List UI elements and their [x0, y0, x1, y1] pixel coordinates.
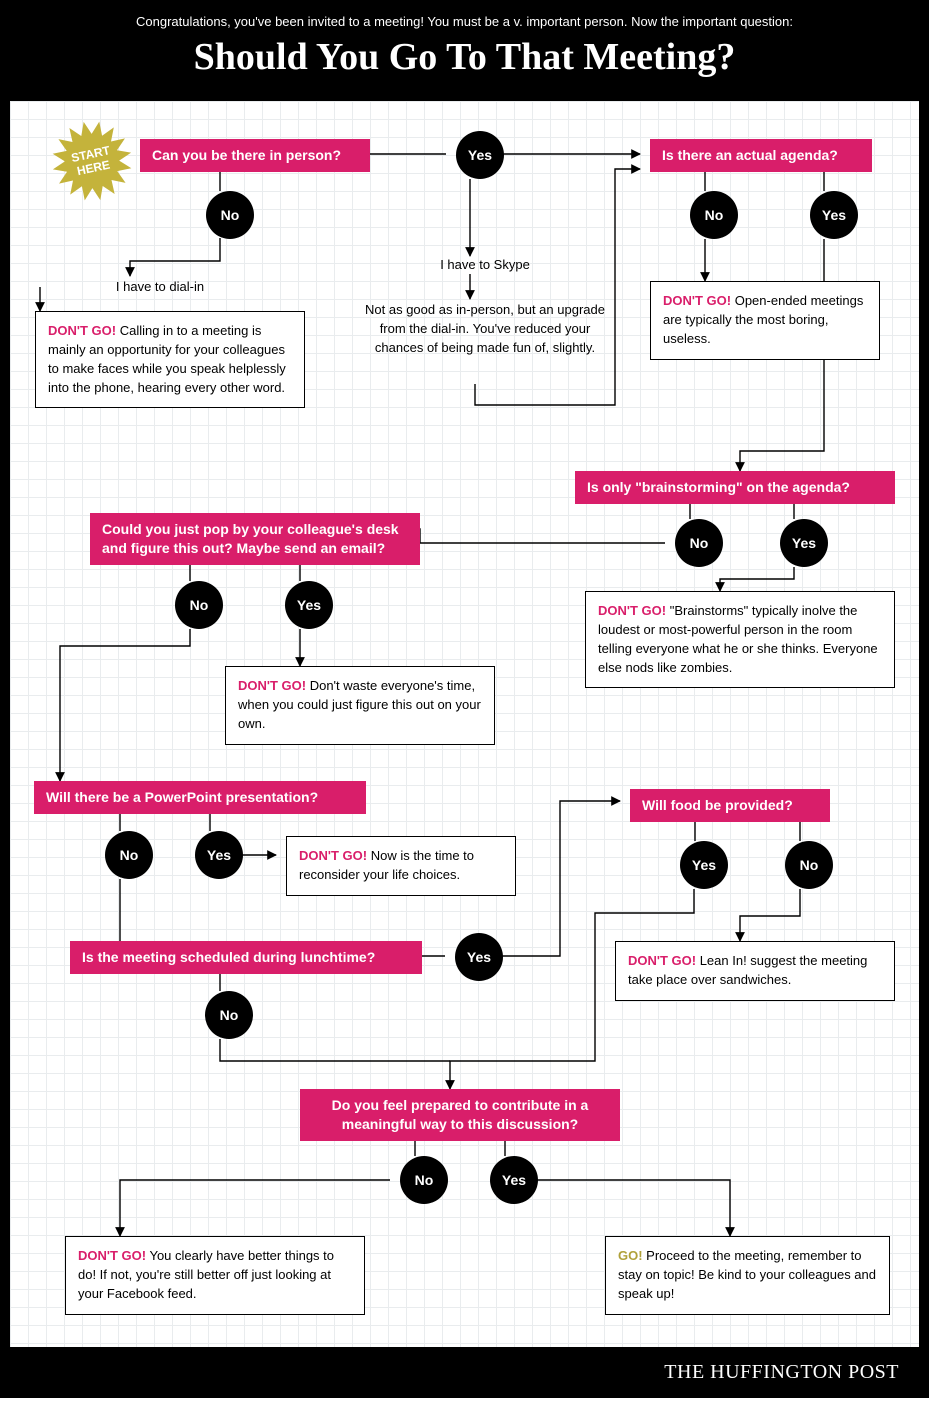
- edge-34: [120, 1180, 390, 1236]
- terminal-lead: GO!: [618, 1248, 643, 1263]
- node-q2no: No: [690, 191, 738, 239]
- edge-3: [130, 238, 220, 276]
- node-q4yes: Yes: [285, 581, 333, 629]
- terminal-lead: DON'T GO!: [628, 953, 696, 968]
- edge-19: [60, 629, 190, 781]
- edge-31: [220, 1039, 450, 1061]
- terminal-lead: DON'T GO!: [663, 293, 731, 308]
- node-q2yes: Yes: [810, 191, 858, 239]
- terminal-lead: DON'T GO!: [78, 1248, 146, 1263]
- terminal-t_no: DON'T GO! You clearly have better things…: [65, 1236, 365, 1315]
- terminal-lead: DON'T GO!: [238, 678, 306, 693]
- node-q6yes: Yes: [680, 841, 728, 889]
- terminal-body: Proceed to the meeting, remember to stay…: [618, 1248, 876, 1301]
- node-q5no: No: [105, 831, 153, 879]
- footer: THE HUFFINGTON POST: [0, 1347, 929, 1398]
- question-q2: Is there an actual agenda?: [650, 139, 872, 172]
- node-q1yes: Yes: [456, 131, 504, 179]
- node-q7yes: Yes: [455, 933, 503, 981]
- terminal-t_go: GO! Proceed to the meeting, remember to …: [605, 1236, 890, 1315]
- plain-skype1: I have to Skype: [405, 256, 565, 275]
- terminal-lead: DON'T GO!: [299, 848, 367, 863]
- question-q7: Is the meeting scheduled during lunchtim…: [70, 941, 422, 974]
- terminal-t_ppt: DON'T GO! Now is the time to reconsider …: [286, 836, 516, 896]
- terminal-t_dialin: DON'T GO! Calling in to a meeting is mai…: [35, 311, 305, 408]
- terminal-lead: DON'T GO!: [598, 603, 666, 618]
- plain-dialin: I have to dial-in: [90, 278, 230, 297]
- node-q3no: No: [675, 519, 723, 567]
- question-q6: Will food be provided?: [630, 789, 830, 822]
- terminal-lead: DON'T GO!: [48, 323, 116, 338]
- terminal-t_email: DON'T GO! Don't waste everyone's time, w…: [225, 666, 495, 745]
- question-q1: Can you be there in person?: [140, 139, 370, 172]
- edge-29: [740, 889, 800, 941]
- header-title: Should You Go To That Meeting?: [20, 35, 909, 79]
- footer-brand: THE HUFFINGTON POST: [664, 1361, 899, 1383]
- edge-7: [475, 169, 640, 405]
- terminal-t_brain: DON'T GO! "Brainstorms" typically inolve…: [585, 591, 895, 688]
- start-badge: STARTHERE: [45, 114, 140, 209]
- node-q1no: No: [206, 191, 254, 239]
- question-q4: Could you just pop by your colleague's d…: [90, 513, 420, 565]
- plain-skype2: Not as good as in-person, but an upgrade…: [365, 301, 605, 358]
- node-q8yes: Yes: [490, 1156, 538, 1204]
- node-q3yes: Yes: [780, 519, 828, 567]
- node-q7no: No: [205, 991, 253, 1039]
- question-q5: Will there be a PowerPoint presentation?: [34, 781, 366, 814]
- node-q5yes: Yes: [195, 831, 243, 879]
- question-q8: Do you feel prepared to contribute in a …: [300, 1089, 620, 1141]
- edge-15: [410, 529, 665, 543]
- flowchart-canvas: STARTHERE Can you be there in person? Is …: [0, 101, 929, 1347]
- node-q8no: No: [400, 1156, 448, 1204]
- node-q4no: No: [175, 581, 223, 629]
- edge-14: [720, 567, 794, 591]
- node-q6no: No: [785, 841, 833, 889]
- header-intro: Congratulations, you've been invited to …: [20, 14, 909, 29]
- question-q3: Is only "brainstorming" on the agenda?: [575, 471, 895, 504]
- header: Congratulations, you've been invited to …: [0, 0, 929, 101]
- terminal-t_agenda: DON'T GO! Open-ended meetings are typica…: [650, 281, 880, 360]
- edge-35: [528, 1180, 730, 1236]
- terminal-t_food: DON'T GO! Lean In! suggest the meeting t…: [615, 941, 895, 1001]
